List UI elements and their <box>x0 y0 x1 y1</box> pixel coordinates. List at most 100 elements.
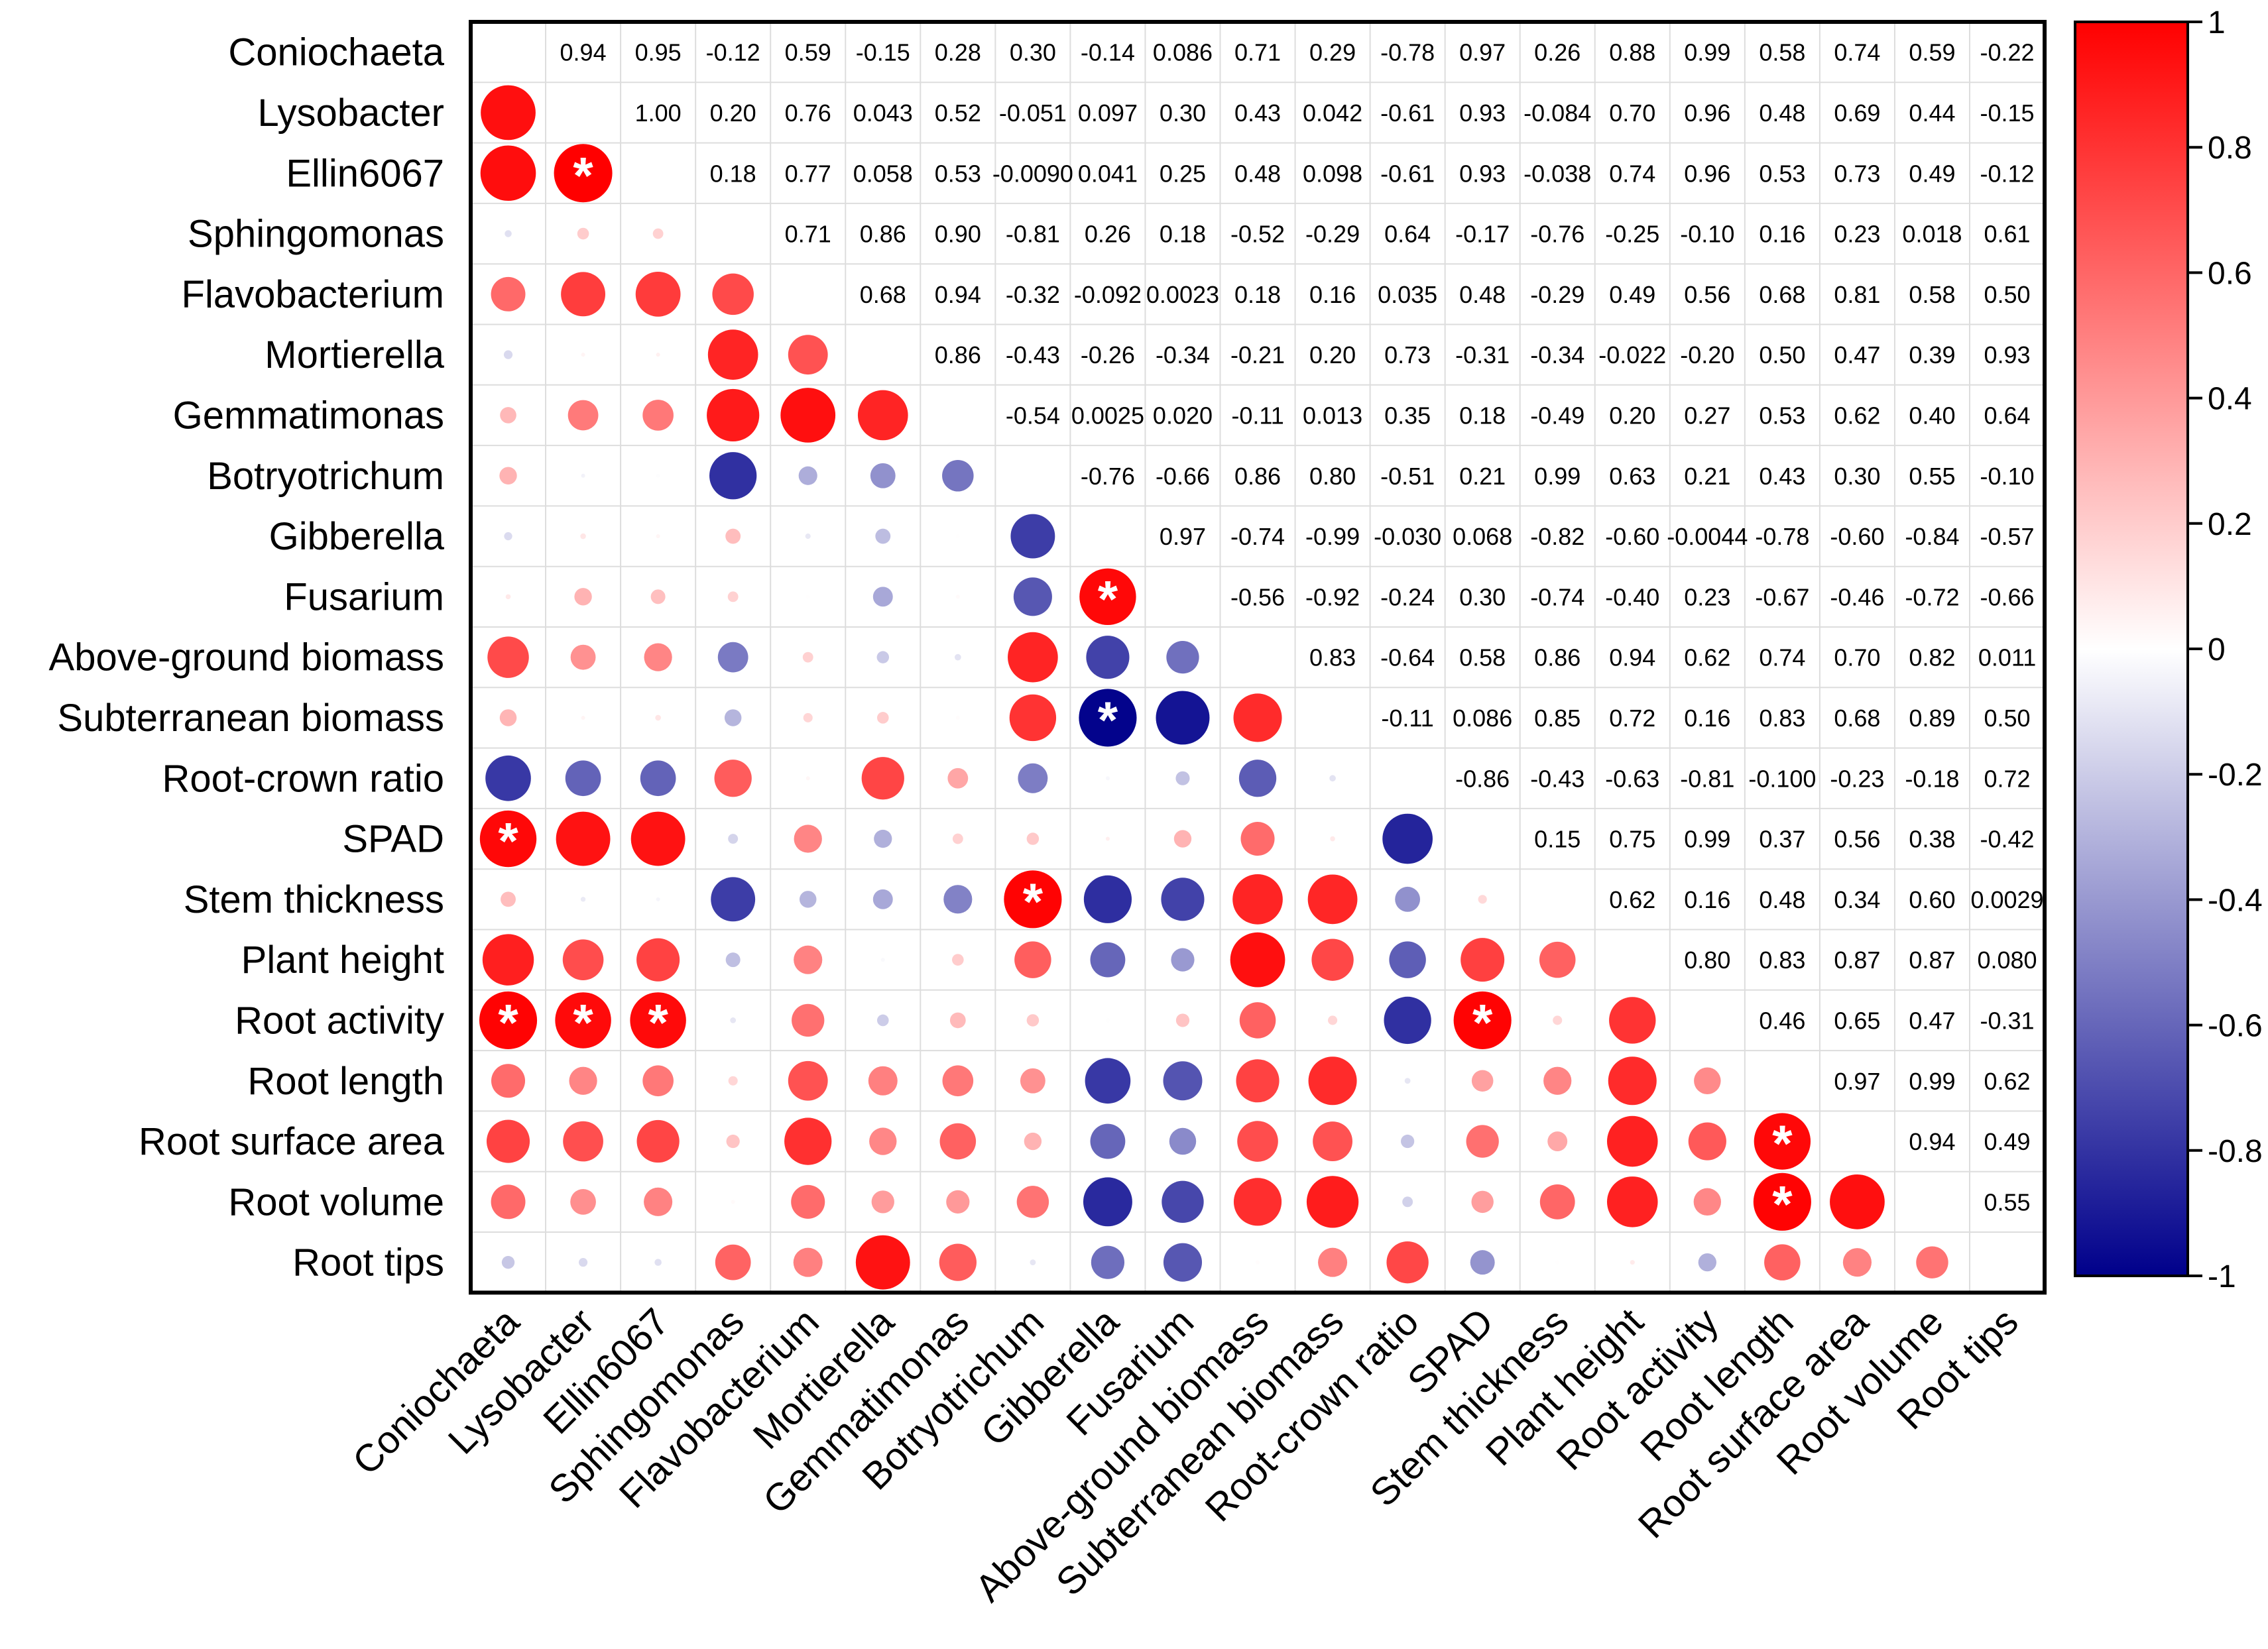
corr-circle <box>630 811 686 866</box>
corr-circle <box>857 390 908 441</box>
coef-label: 0.042 <box>1303 99 1362 127</box>
coef-label: -0.81 <box>1006 221 1060 248</box>
corr-circle <box>644 643 672 671</box>
coef-label: -0.81 <box>1680 765 1734 792</box>
coef-label: -0.31 <box>1980 1007 2034 1034</box>
coef-label: 0.94 <box>935 281 981 308</box>
corr-circle <box>656 353 660 357</box>
coef-label: 0.72 <box>1984 765 2030 792</box>
corr-circle <box>1453 991 1512 1050</box>
row-label: Stem thickness <box>184 878 444 921</box>
corr-circle <box>654 1259 662 1266</box>
coef-label: 0.46 <box>1759 1007 1805 1034</box>
corr-circle <box>1830 1174 1885 1229</box>
coef-label: 0.30 <box>1160 99 1206 127</box>
coef-label: 0.58 <box>1909 281 1955 308</box>
corr-circle <box>946 1190 970 1214</box>
coef-label: 0.0025 <box>1071 402 1144 429</box>
corr-circle <box>792 1003 825 1037</box>
corr-circle <box>876 712 889 724</box>
coef-label: 0.90 <box>935 221 981 248</box>
colorbar-tick-label: 0.4 <box>2208 382 2252 417</box>
coef-label: 0.59 <box>1909 39 1955 66</box>
coef-label: 0.86 <box>860 221 906 248</box>
corr-circle <box>554 144 613 203</box>
coef-label: 0.29 <box>1309 39 1356 66</box>
corr-circle <box>487 636 529 678</box>
corr-circle <box>728 834 739 844</box>
corr-circle <box>491 276 526 312</box>
coef-label: 0.28 <box>935 39 981 66</box>
row-label: Gibberella <box>269 515 445 558</box>
coef-label: 0.18 <box>1234 281 1281 308</box>
grid-lines <box>471 22 2045 1293</box>
significance-star: * <box>648 993 668 1051</box>
corr-circle <box>872 889 893 909</box>
coef-label: 0.20 <box>710 99 756 127</box>
corr-circle <box>1163 1243 1203 1282</box>
colorbar-tick-label: -0.8 <box>2208 1134 2263 1169</box>
coef-label: -0.76 <box>1530 221 1584 248</box>
corr-circle <box>715 1244 751 1280</box>
corr-circle <box>1233 693 1282 742</box>
coef-label: 0.96 <box>1684 160 1730 187</box>
coef-label: 0.041 <box>1078 160 1138 187</box>
corr-circle <box>1020 1068 1045 1094</box>
corr-circle <box>874 829 892 848</box>
corr-circle <box>1169 1127 1197 1155</box>
row-label: Coniochaeta <box>228 31 444 74</box>
coef-label: 0.93 <box>1459 99 1506 127</box>
corr-circle <box>1307 874 1358 925</box>
coef-label: 0.080 <box>1977 946 2037 974</box>
coef-label: 0.94 <box>1609 644 1655 671</box>
significance-star: * <box>573 993 593 1051</box>
coef-label: -0.66 <box>1156 463 1210 490</box>
coef-label: 0.49 <box>1984 1128 2030 1155</box>
coef-label: 0.50 <box>1984 705 2030 732</box>
coef-label: 0.55 <box>1984 1188 2030 1216</box>
colorbar-gradient <box>2074 21 2189 1277</box>
colorbar-tick-label: 0 <box>2208 632 2226 667</box>
corr-circle <box>1311 938 1354 981</box>
coef-label: 0.58 <box>1459 644 1506 671</box>
coef-label: -0.43 <box>1530 765 1584 792</box>
coef-label: 0.87 <box>1834 946 1880 974</box>
corr-circle <box>725 952 741 968</box>
corr-circle <box>1916 1246 1948 1279</box>
corr-circle <box>806 776 810 781</box>
coef-label: 0.37 <box>1759 826 1805 853</box>
corr-circle <box>580 897 586 902</box>
coef-label: 0.013 <box>1303 402 1362 429</box>
colorbar-tick-label: -0.6 <box>2208 1009 2263 1044</box>
coef-label: 0.56 <box>1834 826 1880 853</box>
coef-label: 0.043 <box>853 99 913 127</box>
corr-circle <box>565 760 601 797</box>
coef-label: 0.77 <box>785 160 831 187</box>
coef-label: 0.35 <box>1384 402 1431 429</box>
coef-label: 0.97 <box>1160 523 1206 550</box>
corr-circle <box>1240 822 1275 856</box>
corr-circle <box>784 1117 832 1165</box>
corr-circle <box>707 388 760 442</box>
coef-label: 0.058 <box>853 160 913 187</box>
corr-circle <box>556 811 611 866</box>
coef-label: -0.31 <box>1455 341 1510 369</box>
coef-label: 0.63 <box>1609 463 1655 490</box>
corr-circle <box>1016 1186 1049 1218</box>
corr-circle <box>798 466 817 485</box>
coef-label: 0.53 <box>935 160 981 187</box>
row-labels: Coniochaeta Lysobacter Ellin6067 Sphingomon… <box>49 31 445 1284</box>
coef-label: -0.78 <box>1380 39 1435 66</box>
corr-circle <box>577 227 589 240</box>
row-label: Sphingomonas <box>188 213 444 256</box>
colorbar-tick-label: 0.6 <box>2208 256 2252 291</box>
column-labels: ConiochaetaLysobacterEllin6067Sphingomon… <box>344 1300 2026 1610</box>
corr-circle <box>855 1235 910 1290</box>
corr-circle <box>1014 941 1051 978</box>
corr-circle <box>731 1200 735 1204</box>
corr-circle <box>1233 1178 1282 1226</box>
corr-circle <box>714 760 752 797</box>
row-label: Root volume <box>228 1180 444 1223</box>
corr-circle <box>1083 1177 1132 1227</box>
coef-label: -0.022 <box>1598 341 1666 369</box>
